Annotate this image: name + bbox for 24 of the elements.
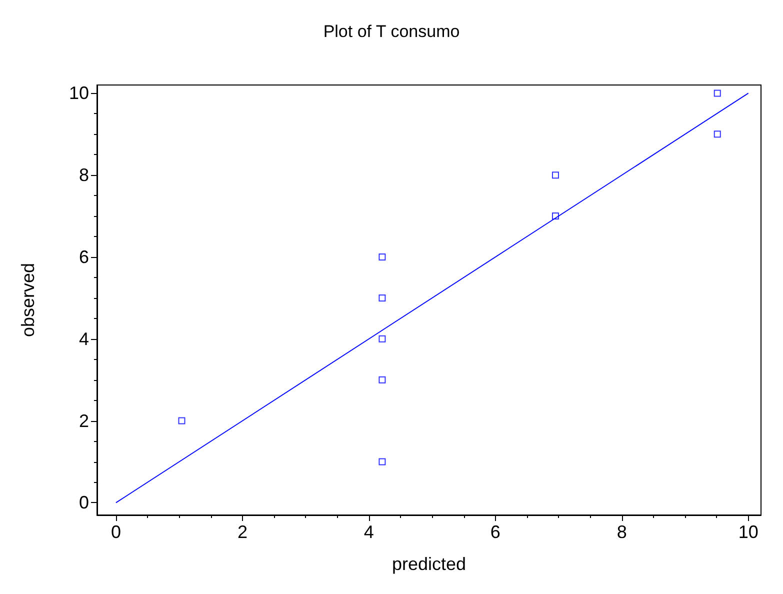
y-tick-label: 6 — [78, 247, 89, 267]
x-tick-label: 0 — [110, 522, 121, 542]
x-tick-label: 2 — [237, 522, 248, 542]
point — [178, 417, 186, 424]
x-tick-label: 6 — [490, 522, 500, 542]
x-axis-title: predicted — [392, 554, 466, 574]
point — [378, 376, 386, 384]
y-tick-label: 2 — [78, 410, 89, 431]
chart-title: Plot of T consumo — [323, 22, 460, 41]
x-tick-label: 4 — [364, 522, 374, 542]
point — [378, 335, 386, 342]
x-tick-label: 10 — [738, 522, 758, 542]
y-tick-label: 4 — [78, 328, 89, 349]
y-tick-label: 8 — [78, 165, 89, 186]
y-tick-label: 10 — [68, 83, 89, 104]
y-axis-title: observed — [18, 262, 38, 338]
point — [378, 294, 386, 302]
point — [714, 90, 721, 97]
x-tick-label: 8 — [616, 522, 627, 542]
point — [378, 458, 386, 466]
point — [378, 254, 386, 260]
y-tick-label: 0 — [78, 492, 89, 513]
point — [714, 130, 721, 138]
point — [552, 172, 559, 179]
